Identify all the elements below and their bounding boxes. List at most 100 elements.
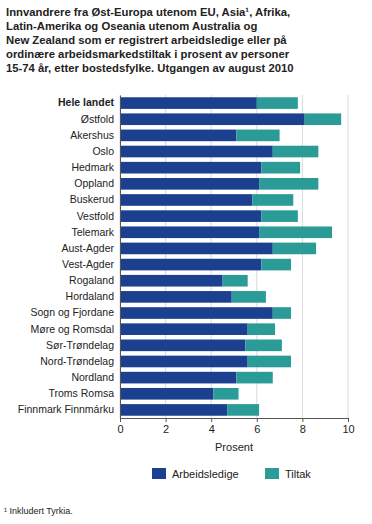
tick: 0 — [117, 418, 123, 435]
tick: Hordaland — [66, 290, 120, 302]
tick-label: Nordland — [71, 371, 114, 383]
series — [213, 97, 341, 415]
tick: Hele landet — [58, 96, 120, 108]
bar — [213, 388, 238, 400]
bar — [245, 340, 281, 352]
footnote: ¹ Inkludert Tyrkia. — [4, 506, 73, 516]
tick-label: Oslo — [92, 145, 114, 157]
chart: Innvandrere fra Øst-Europa utenom EU, As… — [0, 0, 372, 524]
tick-label: 6 — [254, 423, 260, 435]
legend-label: Tiltak — [285, 468, 311, 480]
tick-label: Aust-Agder — [61, 242, 114, 254]
tick-mark — [302, 418, 303, 422]
tick-mark — [120, 418, 121, 422]
bar — [273, 146, 319, 158]
tick: Oppland — [74, 177, 120, 189]
bar — [273, 243, 316, 255]
tick-label: Finnmark Finnmárku — [18, 403, 114, 415]
axis-line — [121, 419, 349, 423]
grid — [120, 95, 348, 418]
bar — [120, 259, 261, 271]
tick-label: Østfold — [81, 113, 114, 125]
bar — [261, 259, 291, 271]
bar — [236, 130, 279, 142]
grid-line — [302, 95, 303, 418]
grid-line — [211, 95, 212, 418]
bar — [257, 97, 298, 109]
tick: Nord-Trøndelag — [40, 355, 120, 367]
tick: Akershus — [70, 129, 120, 141]
bar — [259, 226, 332, 238]
bar — [261, 162, 300, 174]
bar — [273, 307, 291, 319]
bar — [120, 323, 248, 335]
tick-label: Hele landet — [58, 96, 115, 108]
tick: Oslo — [92, 145, 120, 157]
tick: Finnmark Finnmárku — [18, 403, 120, 415]
bar — [120, 178, 259, 190]
grid-line — [120, 95, 121, 418]
tick-label: Vest-Agder — [62, 258, 114, 270]
tick-label: Vestfold — [77, 209, 115, 221]
tick-label: Telemark — [71, 226, 114, 238]
axis-line — [120, 96, 121, 419]
bar — [120, 356, 248, 368]
tick: Buskerud — [70, 193, 120, 205]
bar — [232, 291, 266, 303]
tick: Rogaland — [69, 274, 120, 286]
bar — [120, 388, 213, 400]
y-axis: Hele landet Østfold Akershus Oslo Hedmark Opp… — [18, 96, 121, 419]
tick: Hedmark — [71, 161, 120, 173]
tick: Nordland — [71, 371, 120, 383]
bar — [120, 113, 305, 125]
tick: Sogn og Fjordane — [31, 306, 120, 318]
tick-mark — [211, 418, 212, 422]
bar — [120, 130, 236, 142]
bar — [305, 113, 341, 125]
bar — [120, 291, 232, 303]
bar — [120, 307, 273, 319]
bar — [120, 243, 273, 255]
legend-item: Tiltak — [265, 468, 311, 480]
bar — [252, 194, 293, 206]
x-axis: 0 2 4 6 8 10 — [117, 418, 354, 435]
tick-label: 10 — [342, 423, 354, 435]
tick: 2 — [163, 418, 169, 435]
tick: Østfold — [81, 113, 120, 125]
bar — [120, 97, 257, 109]
tick: 10 — [342, 418, 354, 435]
bar — [120, 146, 273, 158]
tick: Aust-Agder — [61, 242, 120, 254]
bars — [120, 97, 341, 415]
tick-label: 4 — [209, 423, 215, 435]
bar — [120, 275, 223, 287]
grid-line — [348, 95, 349, 418]
tick-mark — [348, 418, 349, 422]
axis-title: Prosent — [215, 441, 253, 453]
tick: Møre og Romsdal — [31, 323, 120, 335]
tick: Telemark — [71, 226, 120, 238]
tick-label: Sogn og Fjordane — [31, 306, 115, 318]
tick: 8 — [300, 418, 306, 435]
tick: Vestfold — [77, 209, 120, 221]
tick-label: Rogaland — [69, 274, 114, 286]
bar — [259, 178, 318, 190]
tick: Vest-Agder — [62, 258, 120, 270]
tick-label: 0 — [117, 423, 123, 435]
series — [120, 97, 305, 415]
legend: ArbeidsledigeTiltak — [152, 468, 311, 480]
bar — [227, 404, 259, 416]
bar — [120, 340, 245, 352]
tick-label: Akershus — [70, 129, 114, 141]
tick-label: Sør-Trøndelag — [46, 339, 114, 351]
bar — [248, 323, 275, 335]
bar — [120, 372, 236, 384]
bar — [261, 210, 297, 222]
legend-swatch — [265, 468, 279, 479]
bar — [223, 275, 248, 287]
tick-label: Møre og Romsdal — [31, 323, 114, 335]
plot: 0 2 4 6 8 10 Hele landet Østfold Akershus Oslo Hed… — [18, 95, 355, 435]
bar — [120, 162, 261, 174]
bar — [120, 404, 227, 416]
bar — [120, 194, 252, 206]
